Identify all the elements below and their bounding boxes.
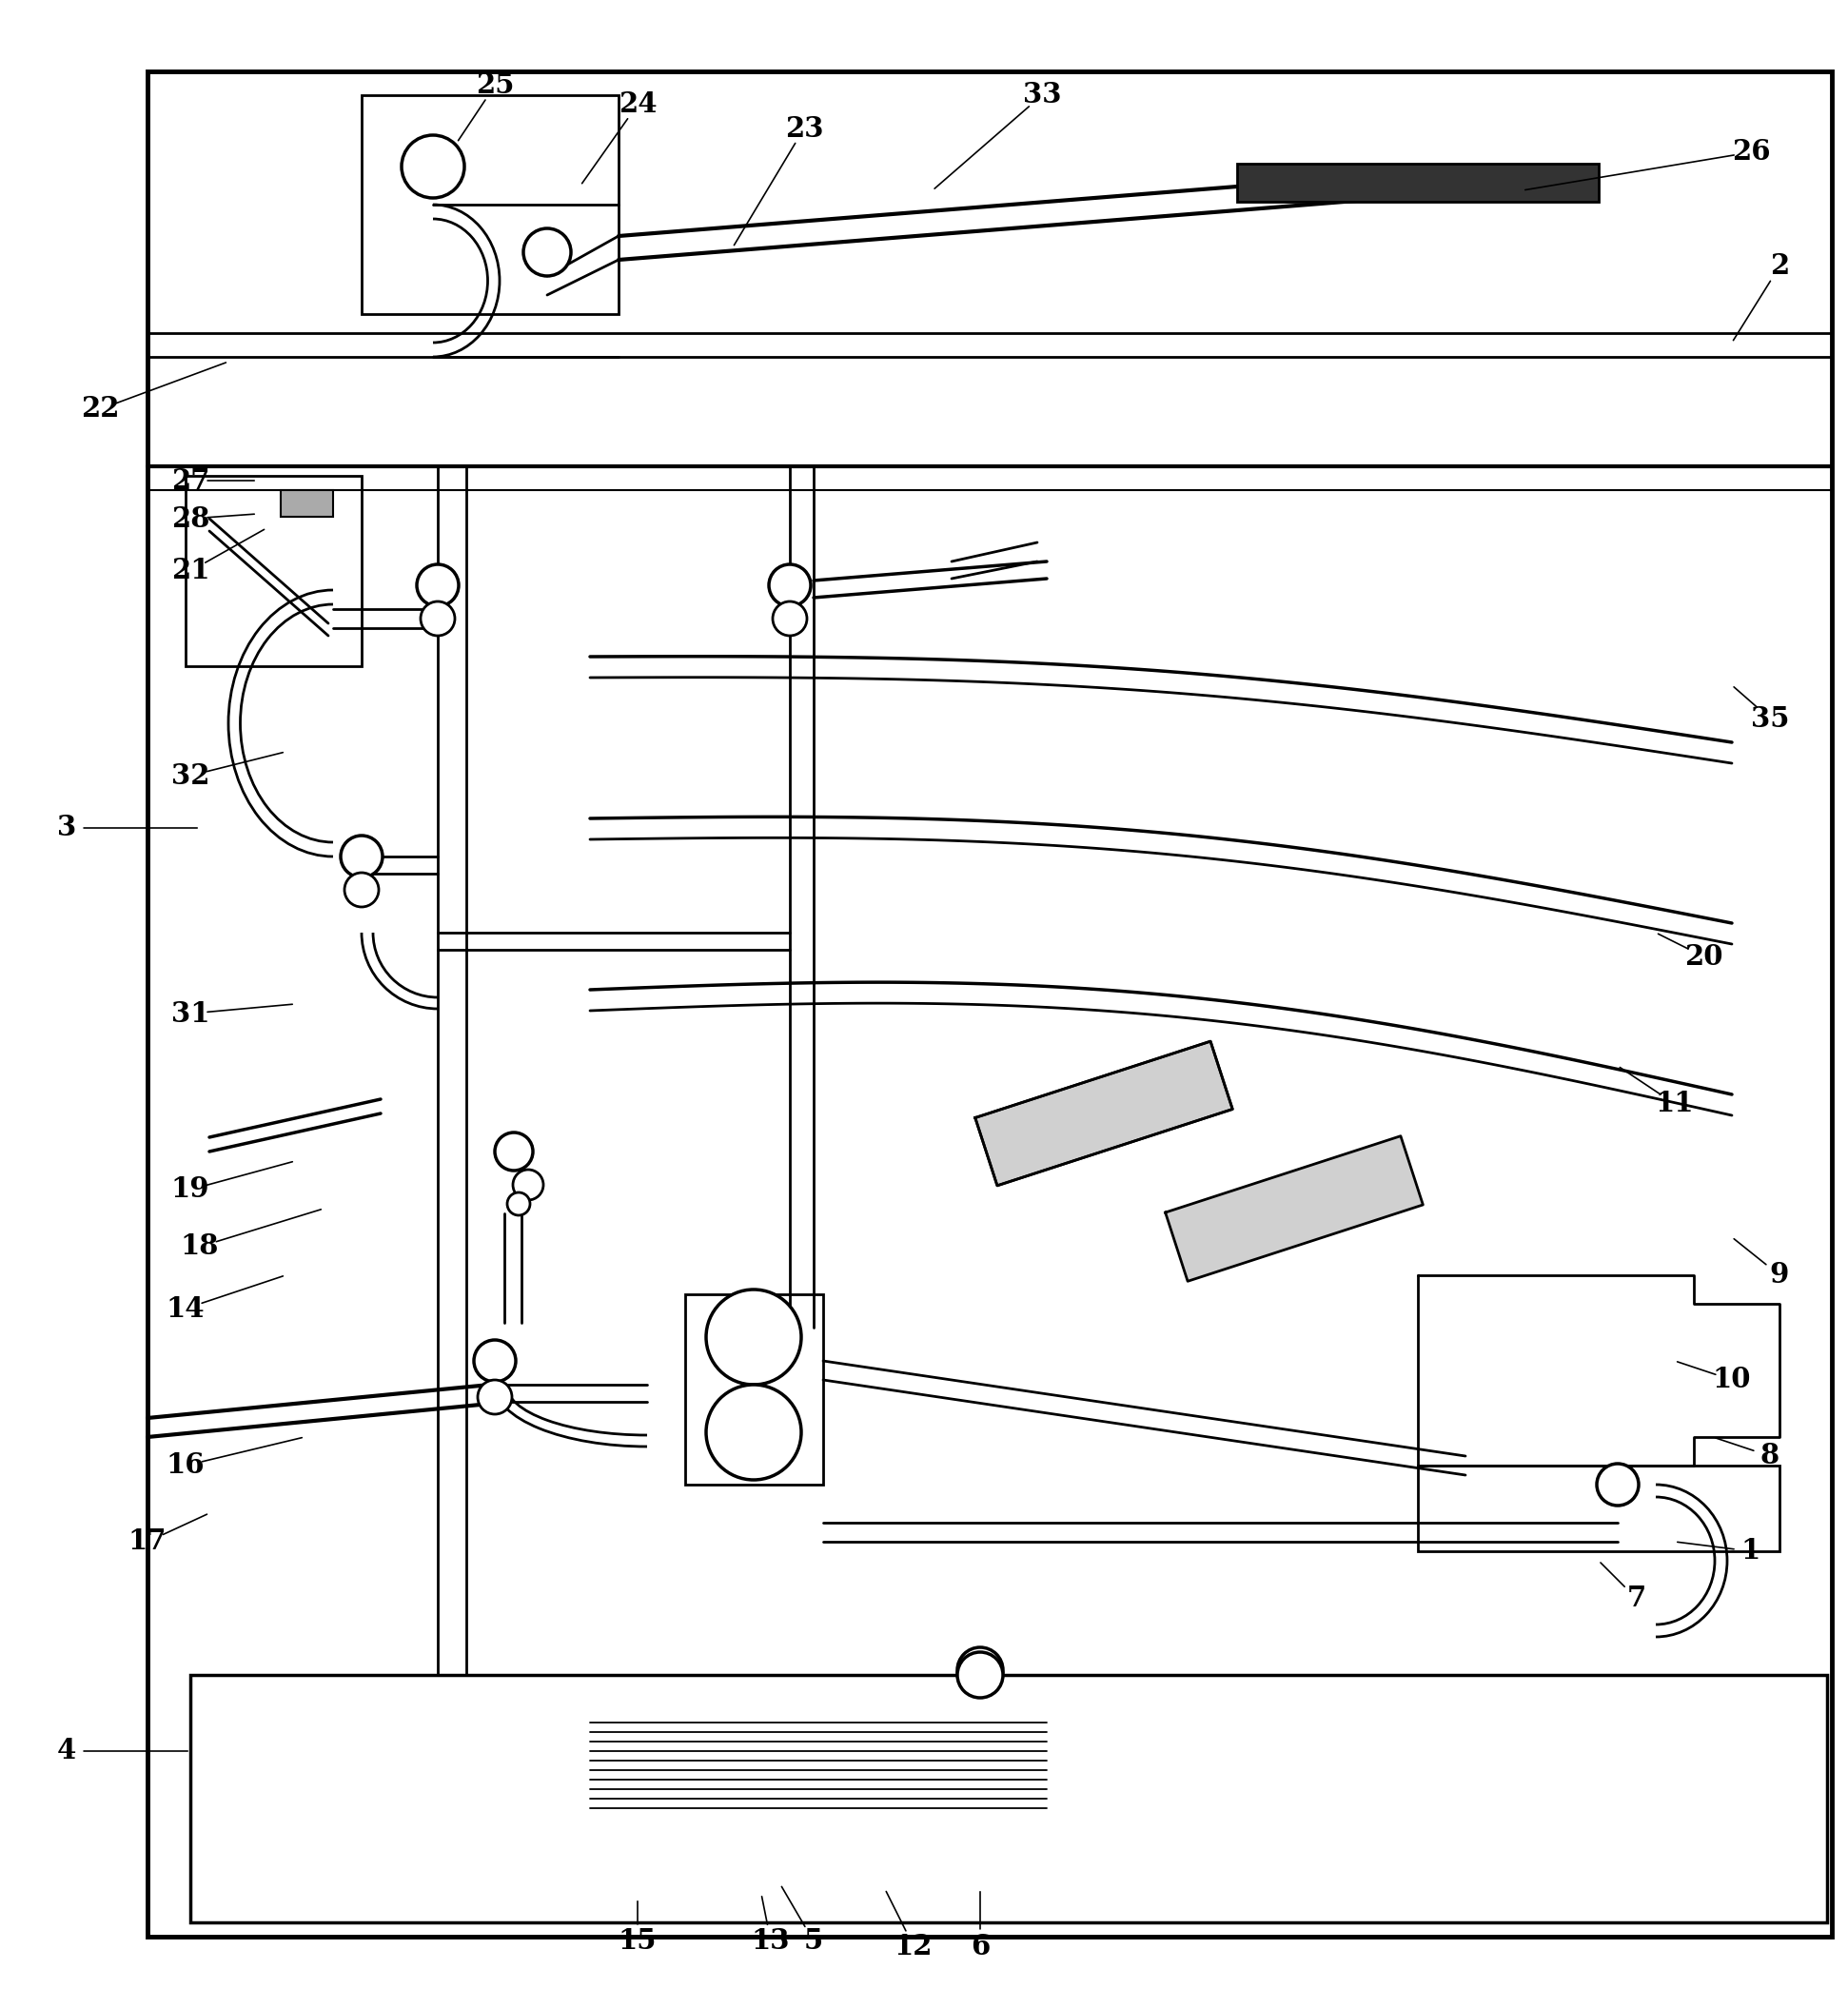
Text: 8: 8 (1761, 1442, 1780, 1470)
Circle shape (495, 1132, 532, 1172)
Text: 28: 28 (172, 505, 209, 533)
Text: 3: 3 (57, 814, 76, 841)
Text: 31: 31 (172, 1000, 209, 1028)
Circle shape (477, 1380, 512, 1414)
Circle shape (506, 1193, 530, 1215)
Text: 24: 24 (619, 91, 656, 119)
Circle shape (418, 565, 458, 607)
Text: 4: 4 (57, 1736, 76, 1764)
Circle shape (401, 135, 464, 199)
Text: 11: 11 (1656, 1090, 1695, 1118)
Circle shape (523, 229, 571, 276)
Text: 5: 5 (804, 1927, 822, 1955)
Text: 19: 19 (172, 1175, 209, 1203)
Text: 7: 7 (1626, 1585, 1647, 1613)
Text: 2: 2 (1770, 253, 1789, 280)
Circle shape (772, 601, 808, 636)
Text: 1: 1 (1741, 1537, 1761, 1565)
Text: 12: 12 (894, 1933, 933, 1959)
Circle shape (769, 565, 811, 607)
Circle shape (473, 1341, 516, 1382)
Bar (190, 1675, 1828, 1923)
Circle shape (706, 1289, 802, 1384)
Circle shape (514, 1170, 543, 1199)
Text: 33: 33 (1022, 82, 1061, 109)
Text: 21: 21 (172, 557, 209, 585)
Text: 15: 15 (619, 1927, 656, 1955)
Circle shape (344, 873, 379, 907)
Text: 10: 10 (1713, 1366, 1752, 1394)
Text: 32: 32 (172, 762, 209, 790)
Text: 17: 17 (128, 1528, 166, 1555)
Text: 27: 27 (172, 467, 209, 495)
Text: 6: 6 (970, 1933, 991, 1959)
Text: 9: 9 (1770, 1261, 1789, 1289)
Text: 23: 23 (785, 115, 824, 143)
Text: 18: 18 (181, 1233, 220, 1261)
Bar (686, 1295, 822, 1484)
Bar (1236, 163, 1599, 201)
Text: 35: 35 (1750, 704, 1789, 732)
Circle shape (957, 1653, 1003, 1699)
Circle shape (706, 1384, 802, 1480)
Circle shape (421, 601, 455, 636)
Circle shape (340, 835, 383, 877)
Text: 26: 26 (1732, 139, 1770, 165)
Text: 22: 22 (81, 396, 118, 424)
Bar (362, 95, 619, 314)
Circle shape (1597, 1464, 1639, 1506)
Circle shape (957, 1647, 1003, 1693)
Text: 14: 14 (166, 1295, 205, 1323)
Polygon shape (976, 1042, 1233, 1185)
Bar (185, 475, 362, 666)
Bar (281, 489, 333, 517)
Text: 20: 20 (1684, 943, 1722, 971)
Bar (1417, 1466, 1780, 1551)
Polygon shape (1166, 1136, 1423, 1281)
Text: 25: 25 (475, 72, 514, 99)
Text: 16: 16 (166, 1452, 205, 1480)
Text: 13: 13 (752, 1927, 791, 1955)
